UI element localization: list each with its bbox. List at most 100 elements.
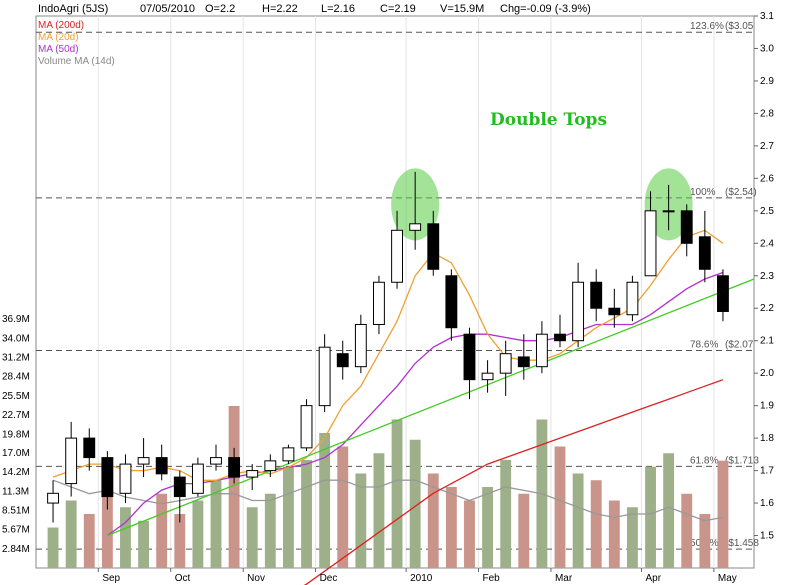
legend-ma200: MA (200d) xyxy=(38,20,84,31)
volume-tick-label: 17.0M xyxy=(2,448,30,459)
candle-body xyxy=(246,470,259,478)
fib-level-label: 78.6% xyxy=(690,339,718,350)
fib-level-value: ($1.713 xyxy=(725,455,759,466)
candle-body xyxy=(336,353,349,368)
price-tick-label: 2.9 xyxy=(760,76,774,87)
candle-body xyxy=(210,457,222,465)
volume-axis: 36.9M 34.0M 31.2M 28.4M 25.5M 22.7M 19.8M 17.0M… xyxy=(2,314,30,555)
month-label: Oct xyxy=(175,573,191,584)
candle-body xyxy=(463,333,476,381)
volume-bar xyxy=(482,486,494,568)
volume-bar xyxy=(120,507,131,568)
volume-bar xyxy=(645,466,656,568)
volume-bar xyxy=(518,493,530,568)
candle-body xyxy=(300,405,313,449)
price-tick-label: 2.1 xyxy=(760,336,774,347)
fib-level-label: 100% xyxy=(690,187,716,198)
volume-tick-label: 5.67M xyxy=(2,525,30,536)
price-tick-label: 1.5 xyxy=(760,531,774,542)
volume-tick-label: 2.84M xyxy=(2,544,30,555)
candle-body xyxy=(173,476,186,498)
month-label: Mar xyxy=(555,573,573,584)
volume-bar xyxy=(319,432,331,568)
candle-body xyxy=(409,223,422,231)
volume-tick-label: 8.51M xyxy=(2,506,30,517)
candle-body xyxy=(662,210,675,213)
volume-bar xyxy=(681,493,693,568)
volume-bar xyxy=(500,459,512,568)
candle-body xyxy=(680,210,693,244)
month-label: Dec xyxy=(320,573,338,584)
legend-volume-ma: Volume MA (14d) xyxy=(38,56,115,67)
volume-bar xyxy=(355,473,367,568)
volume-tick-label: 36.9M xyxy=(2,314,30,325)
candle-body xyxy=(626,281,639,316)
volume-bar xyxy=(608,500,620,568)
candle-body xyxy=(318,346,331,407)
month-label: Nov xyxy=(247,573,265,584)
candle-body xyxy=(155,457,168,475)
volume-bar xyxy=(373,453,385,568)
volume-bar xyxy=(572,473,584,568)
month-label: Apr xyxy=(645,573,661,584)
price-tick-label: 1.6 xyxy=(760,498,774,509)
volume-bar xyxy=(409,439,421,568)
volume-bar xyxy=(337,446,349,568)
candle-body xyxy=(354,323,367,368)
price-tick-label: 2.2 xyxy=(760,303,774,314)
candle-body xyxy=(481,372,494,381)
candle-body xyxy=(101,457,114,498)
indicator-lines xyxy=(52,229,755,585)
candle-body xyxy=(427,223,440,270)
volume-bar xyxy=(626,507,638,568)
volume-tick-label: 19.8M xyxy=(2,429,30,440)
low-value: L=2.16 xyxy=(321,3,355,15)
month-label: May xyxy=(718,573,737,584)
price-tick-label: 2.4 xyxy=(760,238,774,249)
volume-tick-label: 31.2M xyxy=(2,352,30,363)
volume-bar xyxy=(464,500,475,568)
price-tick-label: 3.0 xyxy=(760,43,774,54)
volume-tick-label: 14.2M xyxy=(2,467,30,478)
volume-tick-label: 25.5M xyxy=(2,391,30,402)
month-label: Sep xyxy=(102,573,120,584)
legend: MA (200d) MA (20d) MA (50d) Volume MA (1… xyxy=(38,20,115,67)
volume-ma-line xyxy=(52,479,724,522)
volume-bar xyxy=(174,513,186,568)
candle-body xyxy=(644,210,657,277)
volume-tick-label: 34.0M xyxy=(2,333,30,344)
volume-tick-label: 11.3M xyxy=(2,487,29,498)
price-tick-label: 2.7 xyxy=(760,141,774,152)
volume-bar xyxy=(138,520,150,568)
candle-body xyxy=(590,281,603,309)
support-trendline xyxy=(107,278,755,537)
candle-body xyxy=(137,457,150,465)
volume-tick-label: 22.7M xyxy=(2,410,30,421)
double-tops-annotation: Double Tops xyxy=(490,110,607,130)
candle-body xyxy=(535,333,548,368)
price-tick-label: 2.0 xyxy=(760,368,774,379)
month-axis: Sep Oct Nov Dec 2010 Feb Mar Apr May xyxy=(97,568,737,584)
candle-body xyxy=(119,463,132,494)
volume-bar xyxy=(717,460,729,568)
open-value: O=2.2 xyxy=(205,3,235,15)
candle-body xyxy=(698,236,711,270)
volume-bar xyxy=(65,500,77,568)
candle-body xyxy=(264,460,277,472)
month-label: Feb xyxy=(483,573,501,584)
month-label: 2010 xyxy=(410,573,433,584)
volume-bar xyxy=(156,493,168,568)
candle-body xyxy=(499,353,512,374)
candle-body xyxy=(83,437,96,459)
candle-body xyxy=(572,281,585,342)
ma-200d-line xyxy=(303,379,724,585)
candle-body xyxy=(608,307,621,316)
volume-bar xyxy=(83,513,95,568)
ma-50d-line xyxy=(107,271,724,537)
change-value: Chg=-0.09 (-3.9%) xyxy=(500,3,591,15)
price-axis: 3.1 3.0 2.9 2.8 2.7 2.6 2.5 2.4 2.3 2.2 2.1 2.0 1.9 1… xyxy=(754,11,774,542)
candle-body xyxy=(282,447,295,462)
volume-bar xyxy=(264,493,276,568)
volume-value: V=15.9M xyxy=(440,3,484,15)
